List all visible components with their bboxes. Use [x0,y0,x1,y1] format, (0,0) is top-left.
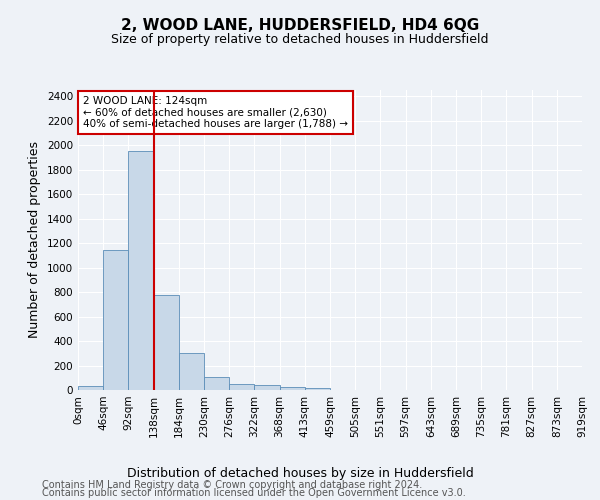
Y-axis label: Number of detached properties: Number of detached properties [28,142,41,338]
Text: 2, WOOD LANE, HUDDERSFIELD, HD4 6QG: 2, WOOD LANE, HUDDERSFIELD, HD4 6QG [121,18,479,32]
Text: 2 WOOD LANE: 124sqm
← 60% of detached houses are smaller (2,630)
40% of semi-det: 2 WOOD LANE: 124sqm ← 60% of detached ho… [83,96,348,129]
Bar [254,386,280,390]
Bar [179,354,204,390]
Bar [280,388,305,390]
Text: Size of property relative to detached houses in Huddersfield: Size of property relative to detached ho… [111,32,489,46]
Bar [204,377,229,390]
Bar [229,384,254,390]
Text: Contains HM Land Registry data © Crown copyright and database right 2024.: Contains HM Land Registry data © Crown c… [42,480,422,490]
Text: Contains public sector information licensed under the Open Government Licence v3: Contains public sector information licen… [42,488,466,498]
Text: Distribution of detached houses by size in Huddersfield: Distribution of detached houses by size … [127,468,473,480]
Bar [154,295,179,390]
Bar [103,250,128,390]
Bar [128,151,154,390]
Bar [78,386,103,390]
Bar [305,388,330,390]
